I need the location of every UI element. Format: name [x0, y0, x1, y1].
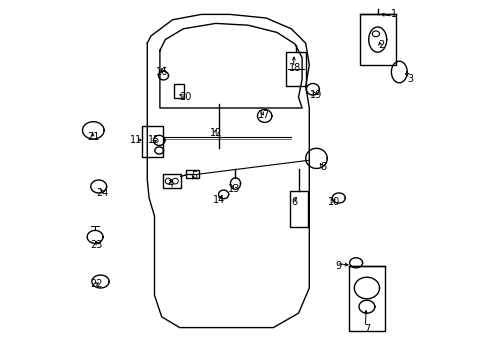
- Bar: [142, 126, 163, 157]
- Text: 17: 17: [258, 110, 270, 120]
- Text: 23: 23: [91, 240, 103, 250]
- Bar: [174, 84, 184, 98]
- Bar: [289, 191, 307, 227]
- Text: 4: 4: [167, 179, 173, 189]
- Text: 15: 15: [147, 135, 160, 145]
- Text: 5: 5: [191, 171, 197, 181]
- Text: 22: 22: [90, 279, 103, 289]
- Text: 12: 12: [209, 128, 222, 138]
- Text: 10: 10: [328, 197, 340, 207]
- Text: 19: 19: [310, 90, 322, 100]
- Text: 7: 7: [363, 324, 369, 334]
- Text: 3: 3: [406, 74, 412, 84]
- Bar: [359, 14, 395, 65]
- Text: 11: 11: [130, 135, 142, 145]
- Text: 8: 8: [320, 162, 326, 172]
- Text: 1: 1: [390, 9, 396, 19]
- Text: 16: 16: [155, 67, 167, 77]
- Text: 2: 2: [377, 40, 384, 50]
- Text: 24: 24: [96, 188, 108, 198]
- Text: 6: 6: [291, 197, 297, 207]
- Text: 13: 13: [227, 184, 239, 194]
- Bar: [163, 174, 181, 188]
- Bar: [285, 52, 305, 86]
- Bar: [185, 170, 199, 178]
- Text: 9: 9: [334, 261, 341, 271]
- Text: 21: 21: [87, 132, 99, 142]
- Text: 14: 14: [213, 195, 225, 205]
- Text: 20: 20: [179, 92, 191, 102]
- Bar: [348, 266, 384, 331]
- Text: 18: 18: [288, 63, 301, 73]
